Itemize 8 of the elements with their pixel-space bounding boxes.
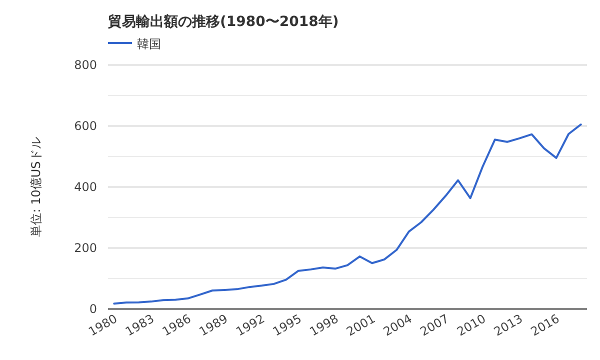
y-tick-label: 200: [74, 241, 97, 255]
legend-label: 韓国: [137, 37, 161, 51]
chart-title: 貿易輸出額の推移(1980〜2018年): [107, 13, 339, 30]
y-axis-title: 単位: 10億USドル: [29, 137, 43, 237]
y-tick-label: 0: [89, 302, 97, 316]
y-tick-label: 400: [74, 180, 97, 194]
y-tick-label: 800: [74, 58, 97, 72]
y-tick-label: 600: [74, 119, 97, 133]
